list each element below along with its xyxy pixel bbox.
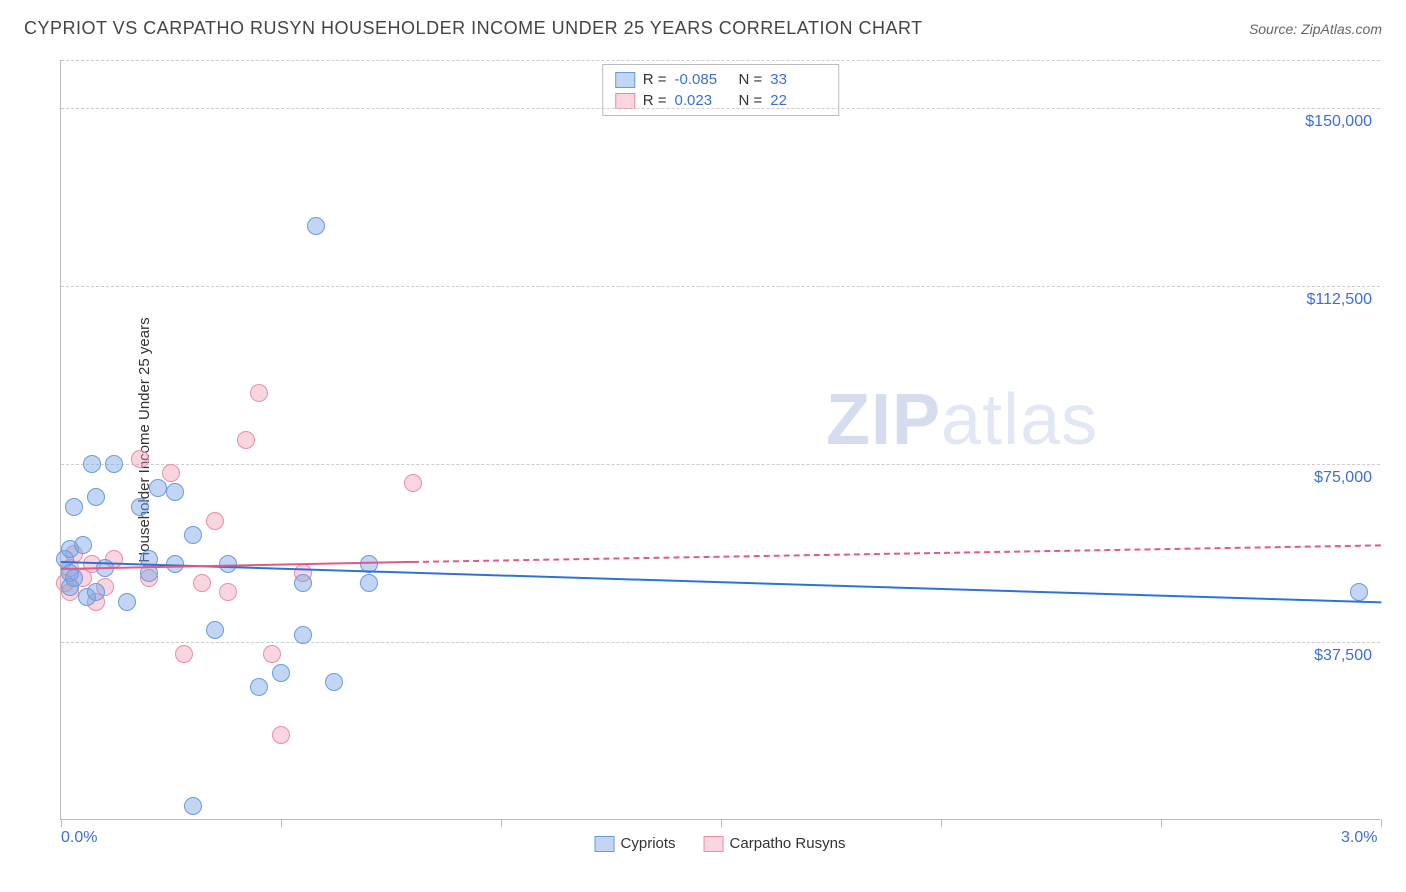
point-cypriot — [307, 217, 325, 235]
point-cypriot — [166, 483, 184, 501]
plot-region: ZIPatlas R =-0.085 N =33 R =0.023 N =22 … — [60, 60, 1380, 820]
point-carpatho — [404, 474, 422, 492]
x-tick-label: 3.0% — [1341, 829, 1377, 847]
y-tick-label: $75,000 — [1314, 469, 1372, 487]
point-carpatho — [219, 583, 237, 601]
swatch-cypriots — [615, 72, 635, 88]
x-tick — [941, 819, 942, 827]
point-cypriot — [118, 593, 136, 611]
trendline-carpatho-dashed — [413, 545, 1381, 564]
point-carpatho — [162, 464, 180, 482]
point-carpatho — [206, 512, 224, 530]
point-cypriot — [1350, 583, 1368, 601]
y-tick-label: $112,500 — [1306, 291, 1372, 309]
gridline — [61, 60, 1380, 61]
gridline — [61, 108, 1380, 109]
y-tick-label: $37,500 — [1314, 647, 1372, 665]
swatch-carpatho — [615, 93, 635, 109]
point-cypriot — [184, 526, 202, 544]
stats-row-a: R =-0.085 N =33 — [615, 69, 827, 90]
point-cypriot — [294, 574, 312, 592]
chart-title: CYPRIOT VS CARPATHO RUSYN HOUSEHOLDER IN… — [24, 18, 923, 39]
point-cypriot — [250, 678, 268, 696]
x-tick — [501, 819, 502, 827]
point-cypriot — [131, 498, 149, 516]
x-tick — [721, 819, 722, 827]
point-cypriot — [294, 626, 312, 644]
watermark: ZIPatlas — [826, 379, 1098, 461]
point-carpatho — [193, 574, 211, 592]
point-cypriot — [65, 569, 83, 587]
legend-cypriots: Cypriots — [595, 835, 676, 852]
swatch-carpatho-icon — [704, 836, 724, 852]
x-tick — [1381, 819, 1382, 827]
series-legend: Cypriots Carpatho Rusyns — [595, 835, 846, 852]
point-cypriot — [87, 583, 105, 601]
legend-carpatho: Carpatho Rusyns — [704, 835, 846, 852]
point-carpatho — [175, 645, 193, 663]
source-label: Source: ZipAtlas.com — [1249, 21, 1382, 37]
point-cypriot — [65, 498, 83, 516]
x-tick — [281, 819, 282, 827]
x-tick — [1161, 819, 1162, 827]
gridline — [61, 464, 1380, 465]
chart-area: Householder Income Under 25 years ZIPatl… — [60, 60, 1380, 820]
gridline — [61, 642, 1380, 643]
point-cypriot — [149, 479, 167, 497]
point-carpatho — [272, 726, 290, 744]
trendline-cypriot — [61, 561, 1381, 603]
point-cypriot — [87, 488, 105, 506]
x-tick-label: 0.0% — [61, 829, 97, 847]
point-cypriot — [105, 455, 123, 473]
gridline — [61, 286, 1380, 287]
point-cypriot — [206, 621, 224, 639]
point-cypriot — [83, 455, 101, 473]
point-carpatho — [237, 431, 255, 449]
point-carpatho — [263, 645, 281, 663]
point-carpatho — [250, 384, 268, 402]
y-tick-label: $150,000 — [1305, 113, 1372, 131]
point-cypriot — [325, 673, 343, 691]
point-cypriot — [74, 536, 92, 554]
x-tick — [61, 819, 62, 827]
point-cypriot — [272, 664, 290, 682]
swatch-cypriots-icon — [595, 836, 615, 852]
point-cypriot — [184, 797, 202, 815]
point-carpatho — [131, 450, 149, 468]
point-cypriot — [360, 574, 378, 592]
